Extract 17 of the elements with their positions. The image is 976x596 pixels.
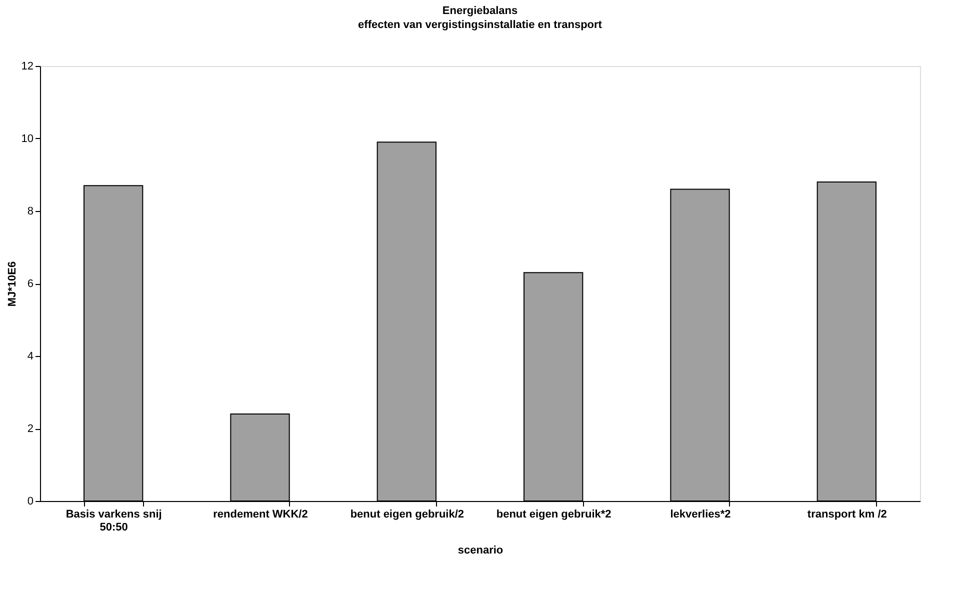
x-tick-label: lekverlies*2 [670,508,731,520]
y-tick-label: 12 [21,60,34,72]
x-tick-label: transport km /2 [807,508,887,520]
y-tick-label: 10 [21,133,34,145]
x-tick-label: rendement WKK/2 [213,508,308,520]
y-tick-label: 8 [27,206,34,218]
y-tick-label: 4 [27,350,34,362]
x-tick-label: Basis varkens snij 50:50 [66,508,162,534]
x-axis-title: scenario [458,544,504,556]
chart-subtitle: effecten van vergistingsinstallatie en transport [358,19,602,31]
y-axis-title: MJ*10E6 [6,261,18,307]
y-tick-label: 6 [27,278,34,290]
y-tick-label: 2 [27,423,34,435]
x-tick-label: benut eigen gebruik*2 [496,508,612,520]
x-tick-label: benut eigen gebruik/2 [350,508,464,520]
chart-title: Energiebalans [442,5,518,17]
y-tick-label: 0 [27,496,34,508]
